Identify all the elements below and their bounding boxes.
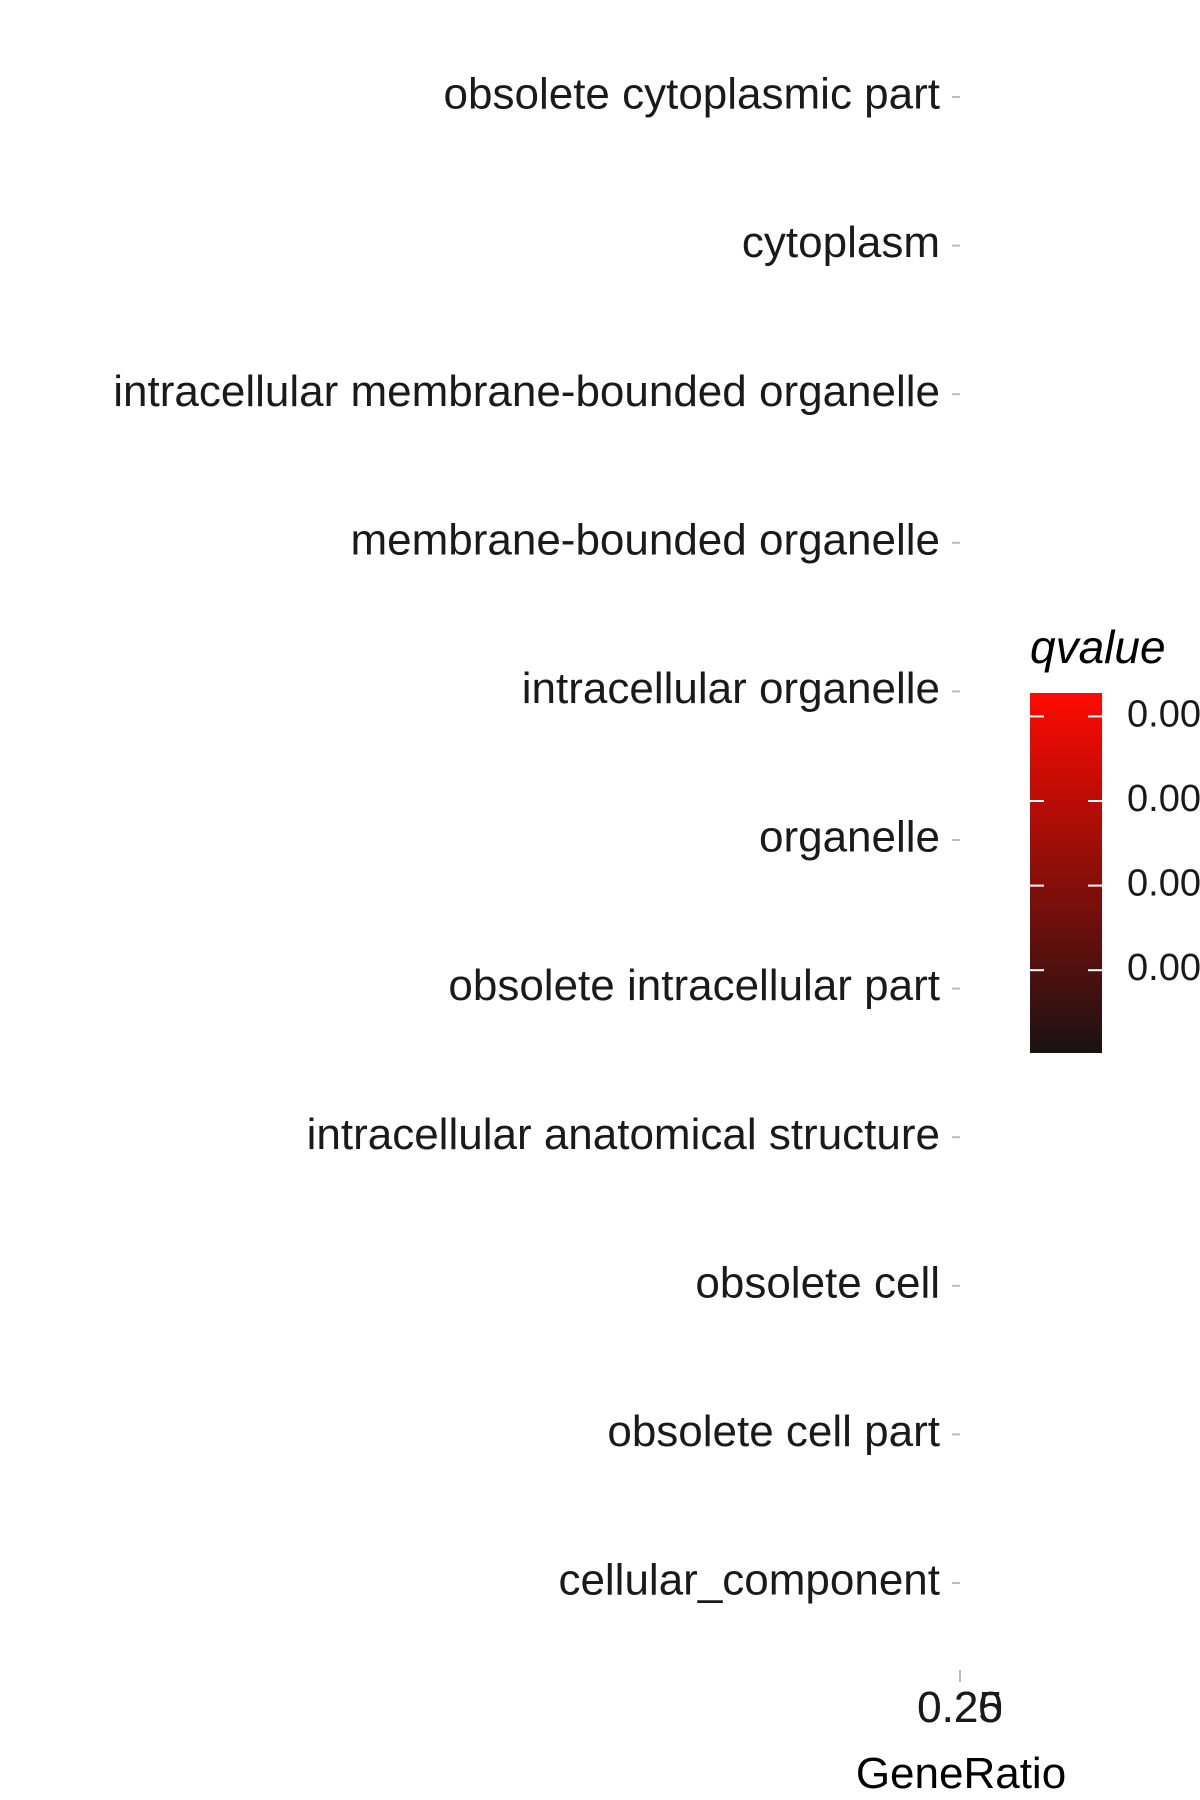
y-axis: obsolete cytoplasmic part cytoplasm intrac… [113,70,960,1605]
x-tick-label: 0.25 [917,1683,1003,1732]
y-tick-label: cytoplasm [742,218,940,267]
y-tick-label: membrane-bounded organelle [350,515,940,564]
y-tick-label: cellular_component [558,1556,940,1605]
x-axis: 0.200.25 [917,1670,1003,1732]
y-tick-label: obsolete cytoplasmic part [444,70,940,119]
legend-title: qvalue [1030,621,1166,673]
legend-tick-label: 0.00 [1127,778,1200,820]
y-tick-label: intracellular anatomical structure [307,1110,940,1159]
y-tick-label: intracellular organelle [522,664,940,713]
y-tick-label: obsolete intracellular part [448,961,940,1010]
y-tick-label: obsolete cell part [607,1407,940,1456]
y-tick-label: obsolete cell [695,1258,940,1307]
y-tick-label: organelle [759,813,940,862]
legend-tick-label: 0.00 [1127,947,1200,989]
legend-tick-label: 0.00 [1127,693,1200,735]
y-tick-label: intracellular membrane-bounded organelle [113,367,940,416]
legend-tick-label: 0.00 [1127,863,1200,905]
colorbar [1030,693,1102,1053]
qvalue-legend: qvalue 0.00 0.00 0.00 0.00 [1030,621,1200,1053]
x-tick-label: 0.20 [917,1683,1003,1732]
x-axis-title: GeneRatio [856,1749,1066,1798]
